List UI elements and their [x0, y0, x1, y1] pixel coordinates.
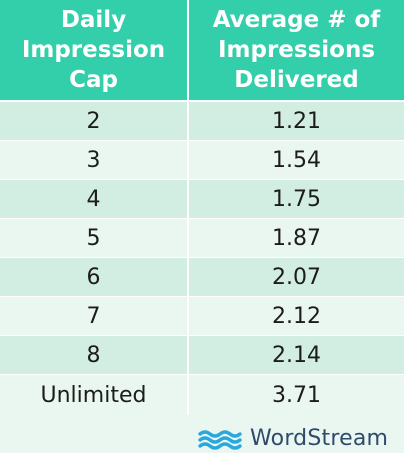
- wordstream-logo: WordStream: [198, 428, 388, 450]
- column-header-average-impressions-delivered: Average # of Impressions Delivered: [187, 0, 404, 102]
- table-row: 2 1.21: [0, 100, 404, 141]
- average-impressions-cell: 3.71: [187, 374, 404, 415]
- average-impressions-cell: 1.87: [187, 218, 404, 258]
- average-impressions-cell: 2.07: [187, 257, 404, 297]
- table-row: 6 2.07: [0, 257, 404, 297]
- daily-impression-cap-cell: 5: [0, 218, 188, 258]
- table-body: 2 1.21 3 1.54 4 1.75 5 1.87 6 2.07 7 2.12 8 2.14 Unlim…: [0, 100, 404, 415]
- table-row: Unlimited 3.71: [0, 374, 404, 415]
- header-line: Daily: [60, 7, 127, 33]
- daily-impression-cap-cell: 4: [0, 179, 188, 219]
- header-line: Cap: [69, 67, 118, 93]
- average-impressions-cell: 2.12: [187, 296, 404, 336]
- average-impressions-cell: 1.75: [187, 179, 404, 219]
- daily-impression-cap-cell: 8: [0, 335, 188, 375]
- daily-impression-cap-cell: 2: [0, 100, 188, 141]
- header-line: Delivered: [234, 67, 359, 93]
- daily-impression-cap-cell: 3: [0, 140, 188, 180]
- column-header-daily-impression-cap: Daily Impression Cap: [0, 0, 188, 102]
- header-row: Daily Impression Cap Average # of Impres…: [0, 0, 404, 102]
- table-row: 4 1.75: [0, 179, 404, 219]
- daily-impression-cap-cell: Unlimited: [0, 374, 188, 415]
- average-impressions-cell: 2.14: [187, 335, 404, 375]
- table-row: 8 2.14: [0, 335, 404, 375]
- average-impressions-cell: 1.54: [187, 140, 404, 180]
- table-row: 7 2.12: [0, 296, 404, 336]
- daily-impression-cap-cell: 6: [0, 257, 188, 297]
- table-row: 5 1.87: [0, 218, 404, 258]
- wordstream-waves-icon: [198, 430, 242, 450]
- average-impressions-cell: 1.21: [187, 100, 404, 141]
- header-line: Impressions: [217, 37, 376, 63]
- header-line: Impression: [21, 37, 166, 63]
- table-row: 3 1.54: [0, 140, 404, 180]
- impression-cap-table: Daily Impression Cap Average # of Impres…: [0, 0, 404, 415]
- brand-name: WordStream: [250, 426, 389, 451]
- header-line: Average # of: [212, 7, 381, 33]
- daily-impression-cap-cell: 7: [0, 296, 188, 336]
